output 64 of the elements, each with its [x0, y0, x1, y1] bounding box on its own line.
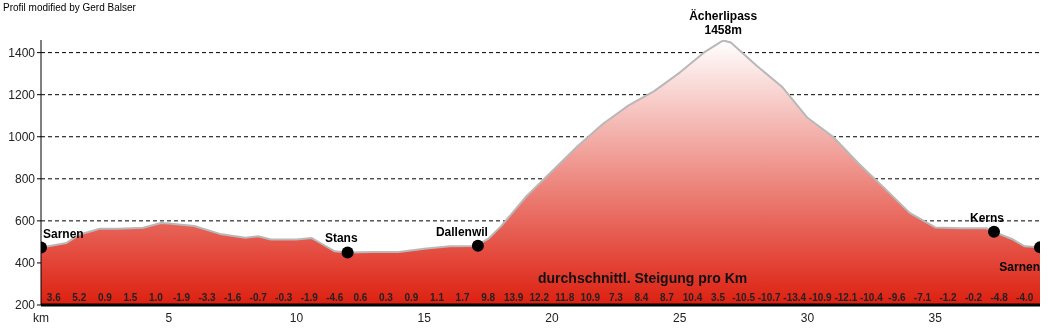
x-tick-label: km — [33, 310, 49, 325]
x-tick-label: 25 — [673, 310, 687, 325]
x-tick-label: 5 — [165, 310, 173, 325]
annotation: 10.4 — [682, 292, 703, 303]
annotation: -4.8 — [990, 292, 1009, 303]
annotation: 10.9 — [580, 292, 601, 303]
annotation: 0.9 — [97, 292, 113, 303]
annotation: -10.5 — [732, 292, 756, 303]
annotation: Ächerlipass 1458m — [689, 8, 758, 38]
annotation: 3.6 — [46, 292, 62, 303]
annotation: Sarnen — [43, 226, 84, 241]
point — [471, 239, 484, 252]
annotation: 1.1 — [430, 292, 445, 303]
x-tick-label: 10 — [289, 310, 304, 325]
annotation: -1.6 — [224, 292, 242, 303]
annotation: 8.4 — [634, 292, 649, 303]
y-tick-label: 400 — [14, 256, 36, 271]
annotation: 13.9 — [503, 292, 524, 303]
annotation: 0.3 — [378, 292, 394, 303]
y-tick-label: 800 — [14, 172, 36, 187]
annotation: 9.8 — [481, 292, 496, 303]
annotation: -4.0 — [1016, 292, 1034, 303]
annotation: 1.0 — [149, 292, 164, 303]
annotation: 0.9 — [404, 292, 419, 303]
annotation: 7.3 — [608, 292, 624, 303]
x-tick-label: 30 — [800, 310, 815, 325]
annotation: -1.9 — [300, 292, 319, 303]
annotation: 1.7 — [455, 292, 470, 303]
annotation: 12.2 — [529, 292, 550, 303]
y-tick-label: 1200 — [8, 87, 36, 102]
annotation: 3.5 — [711, 292, 726, 303]
y-tick-label: 1000 — [8, 130, 36, 145]
annotation: -1.9 — [172, 292, 191, 303]
annotation: 0.6 — [353, 292, 368, 303]
annotation: Stans — [324, 231, 358, 246]
x-tick-label: 15 — [417, 310, 432, 325]
y-tick-label: 1400 — [8, 45, 36, 60]
x-tick-label: 35 — [928, 310, 943, 325]
annotation: -0.2 — [964, 292, 983, 303]
annotation: -9.6 — [888, 292, 906, 303]
x-tick-label: 20 — [545, 310, 559, 325]
annotation: -0.7 — [249, 292, 268, 303]
annotation: Sarnen — [999, 260, 1040, 275]
annotation: 5.2 — [72, 292, 87, 303]
annotation: -4.6 — [326, 292, 344, 303]
y-tick-label: 200 — [14, 298, 36, 313]
annotation: -12.1 — [834, 292, 858, 303]
annotation: -1.2 — [939, 292, 958, 303]
annotation: -10.4 — [859, 292, 884, 303]
annotation: -7.1 — [913, 292, 932, 303]
annotation: -13.4 — [783, 292, 807, 303]
chart-title: Profil modified by Gerd Balser — [3, 2, 136, 13]
annotation: Kerns — [969, 210, 1005, 225]
annotation: 1.5 — [123, 292, 138, 303]
annotation: 11.8 — [555, 292, 575, 303]
annotation: durchschnittl. Steigung pro Km — [538, 270, 748, 286]
y-tick-label: 600 — [14, 214, 36, 229]
annotation: -0.3 — [275, 292, 293, 303]
annotation: Dallenwil — [435, 224, 488, 239]
annotation: -10.7 — [757, 292, 781, 303]
annotation: -10.9 — [808, 292, 833, 303]
annotation: 8.7 — [660, 292, 675, 303]
annotation: -3.3 — [198, 292, 217, 303]
point — [341, 246, 354, 259]
